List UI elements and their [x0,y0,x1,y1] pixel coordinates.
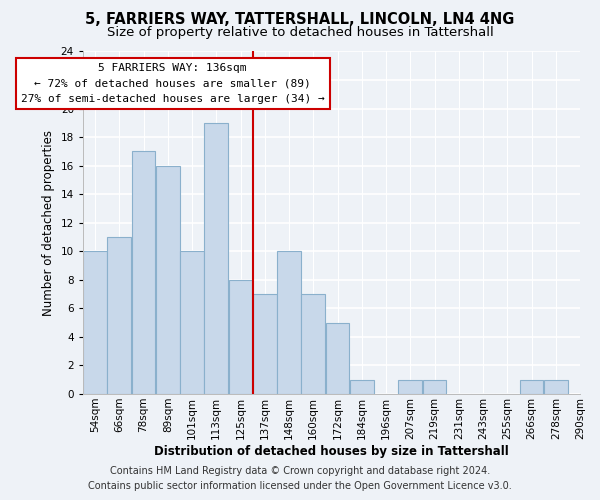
Bar [422,380,446,394]
Bar [229,280,253,394]
Bar [131,152,155,394]
Bar [83,252,107,394]
Bar [277,252,301,394]
Text: Size of property relative to detached houses in Tattershall: Size of property relative to detached ho… [107,26,493,39]
Text: 5 FARRIERS WAY: 136sqm
← 72% of detached houses are smaller (89)
27% of semi-det: 5 FARRIERS WAY: 136sqm ← 72% of detached… [21,63,325,104]
Bar [544,380,568,394]
Bar [205,123,228,394]
Y-axis label: Number of detached properties: Number of detached properties [42,130,55,316]
Bar [520,380,544,394]
Bar [253,294,277,394]
Bar [398,380,422,394]
Bar [107,237,131,394]
X-axis label: Distribution of detached houses by size in Tattershall: Distribution of detached houses by size … [154,444,509,458]
Bar [326,322,349,394]
Bar [301,294,325,394]
Bar [350,380,374,394]
Text: Contains HM Land Registry data © Crown copyright and database right 2024.
Contai: Contains HM Land Registry data © Crown c… [88,466,512,491]
Bar [156,166,179,394]
Text: 5, FARRIERS WAY, TATTERSHALL, LINCOLN, LN4 4NG: 5, FARRIERS WAY, TATTERSHALL, LINCOLN, L… [85,12,515,28]
Bar [180,252,204,394]
